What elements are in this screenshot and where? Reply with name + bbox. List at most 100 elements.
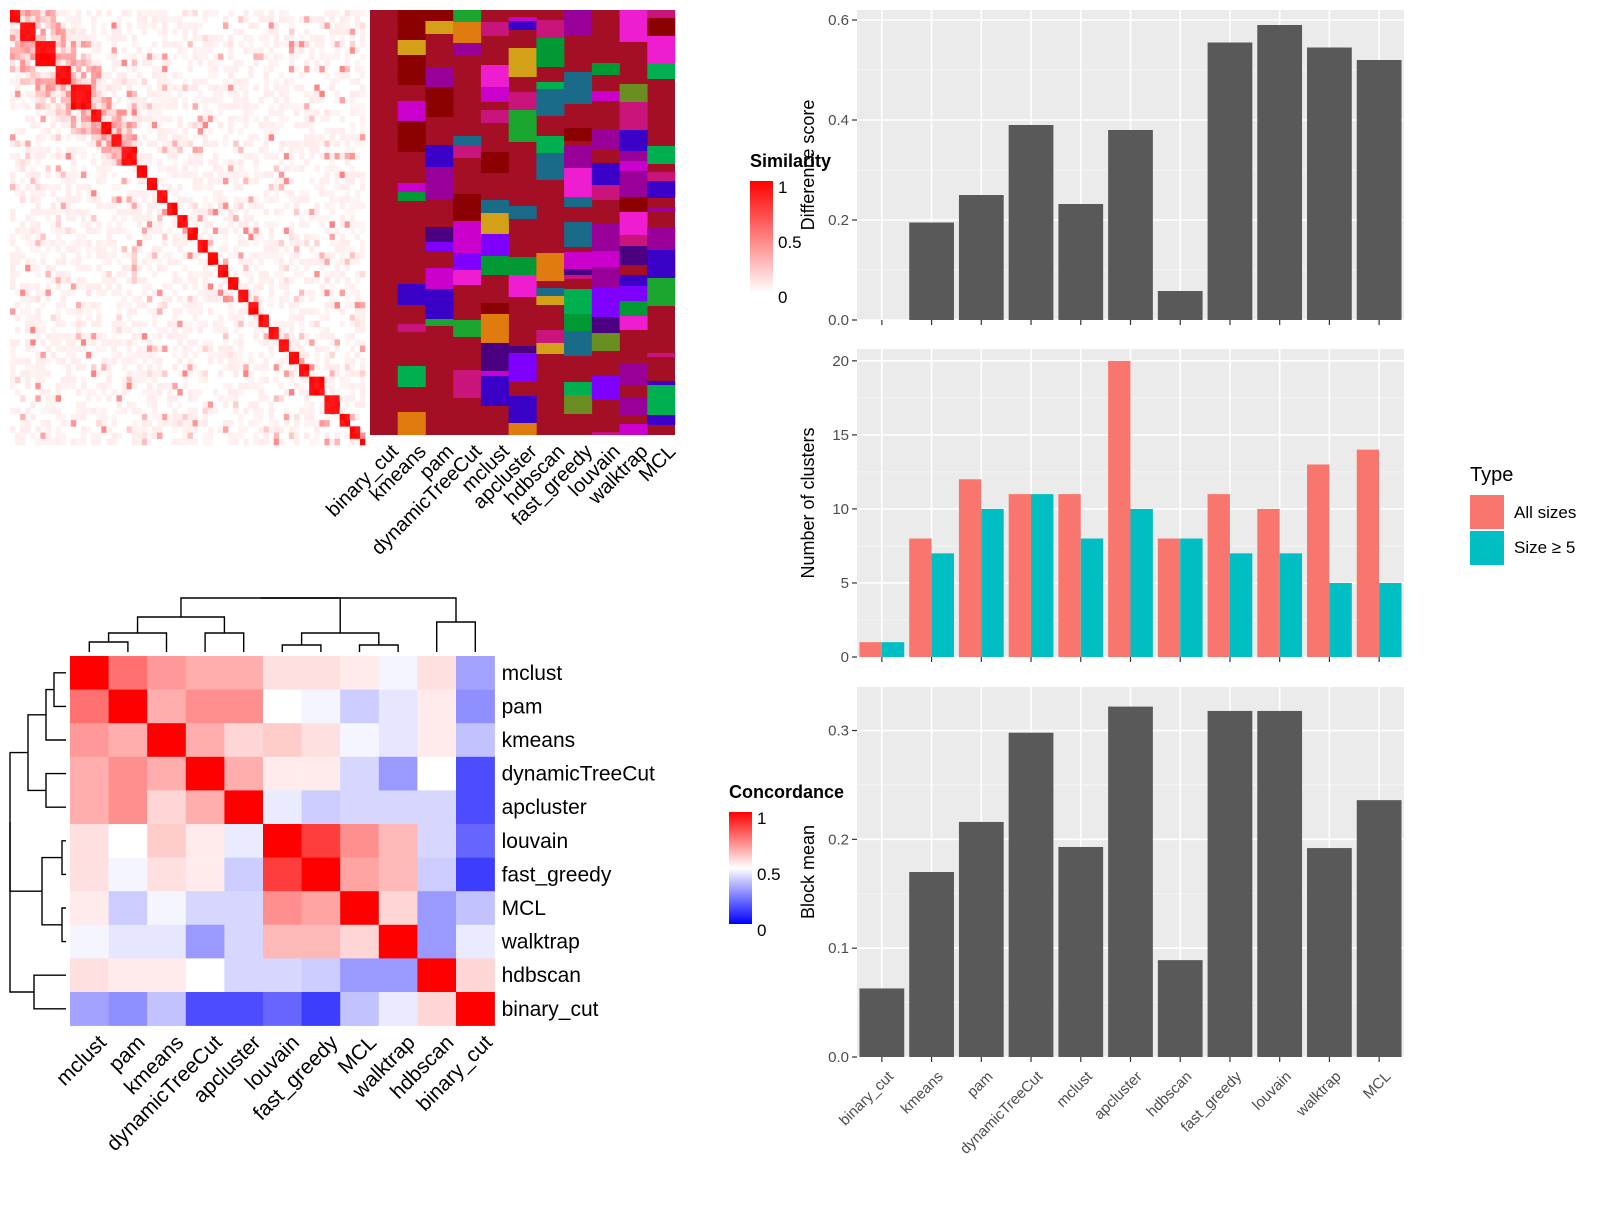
similarity-cell [146, 202, 153, 210]
similarity-legend-bar [750, 181, 773, 293]
similarity-cell [182, 376, 188, 384]
similarity-cell [278, 115, 285, 123]
similarity-cell [223, 351, 229, 359]
similarity-cell [334, 345, 340, 353]
y-tick-label: 0.2 [828, 212, 849, 229]
similarity-cell [40, 10, 46, 17]
similarity-cell [25, 10, 31, 17]
similarity-cell [339, 395, 346, 402]
concordance-cell [378, 824, 418, 858]
similarity-cell [116, 339, 122, 346]
similarity-cell [162, 59, 168, 67]
similarity-cell [20, 438, 26, 446]
partition-cell [647, 36, 676, 64]
similarity-cell [182, 53, 188, 61]
similarity-cell [55, 239, 62, 247]
similarity-cell [283, 283, 290, 290]
similarity-cell [207, 171, 214, 179]
similarity-cell [81, 146, 87, 154]
concordance-cell [456, 992, 495, 1026]
concordance-cell [263, 756, 302, 791]
similarity-cell [192, 47, 198, 54]
similarity-cell [263, 196, 269, 203]
similarity-cell [344, 184, 351, 191]
similarity-cell [258, 413, 264, 421]
similarity-cell [55, 227, 62, 235]
similarity-cell [192, 103, 198, 110]
concordance-row-label-binary_cut: binary_cut [502, 998, 599, 1021]
similarity-cell [258, 10, 264, 17]
similarity-cell [299, 389, 305, 396]
similarity-cell [10, 103, 16, 110]
similarity-cell [324, 72, 330, 79]
similarity-cell [283, 420, 290, 427]
similarity-cell [359, 221, 366, 228]
similarity-cell [228, 115, 234, 123]
similarity-cell [131, 159, 138, 166]
similarity-cell [70, 146, 77, 154]
similarity-cell [30, 345, 36, 353]
similarity-cell [141, 432, 148, 440]
partition-cell [536, 153, 565, 180]
similarity-cell [45, 72, 51, 79]
similarity-cell [339, 382, 346, 390]
similarity-cell [45, 215, 51, 222]
similarity-cell [187, 84, 193, 92]
similarity-cell [20, 426, 26, 433]
similarity-cell [30, 65, 36, 73]
similarity-cell [192, 121, 198, 129]
similarity-cell [197, 215, 204, 222]
similarity-cell [111, 152, 117, 160]
similarity-cell [167, 84, 173, 92]
similarity-cell [354, 289, 361, 297]
similarity-cell [116, 16, 122, 23]
bar-mclust [1058, 204, 1104, 320]
similarity-cell [243, 407, 249, 415]
similarity-cell [86, 289, 92, 297]
similarity-cell [268, 233, 275, 241]
similarity-cell [121, 159, 127, 166]
similarity-cell [349, 252, 356, 259]
similarity-cell [86, 184, 92, 191]
similarity-cell [35, 78, 41, 85]
similarity-cell [304, 121, 310, 129]
similarity-cell [233, 78, 239, 85]
similarity-cell [20, 177, 26, 185]
partition-heatmap [370, 10, 676, 435]
similarity-cell [15, 339, 21, 346]
similarity-cell [268, 420, 275, 427]
similarity-cell [152, 41, 158, 48]
similarity-cell [319, 22, 325, 29]
similarity-cell [96, 333, 102, 340]
similarity-cell [253, 239, 259, 247]
similarity-cell [354, 432, 361, 440]
similarity-cell [75, 84, 82, 92]
similarity-cell [217, 34, 224, 42]
similarity-cell [20, 47, 26, 54]
similarity-cell [35, 283, 41, 290]
similarity-cell [111, 227, 117, 235]
similarity-cell [25, 215, 31, 222]
similarity-cell [106, 97, 112, 104]
similarity-cell [288, 159, 295, 166]
similarity-cell [197, 389, 204, 396]
similarity-cell [228, 382, 234, 390]
partition-cell [619, 102, 648, 130]
similarity-cell [30, 258, 36, 266]
similarity-cell [359, 177, 366, 185]
similarity-cell [233, 171, 239, 179]
similarity-cell [136, 165, 143, 172]
similarity-cell [96, 140, 102, 148]
similarity-cell [304, 233, 310, 241]
similarity-cell [238, 333, 244, 340]
similarity-cell [177, 134, 183, 141]
similarity-cell [75, 128, 82, 135]
concordance-cell [185, 891, 225, 926]
similarity-cell [248, 258, 254, 266]
similarity-cell [75, 90, 82, 98]
partition-cell [591, 288, 620, 317]
similarity-cell [202, 140, 209, 148]
similarity-cell [253, 103, 259, 110]
concordance-cell [340, 992, 380, 1026]
similarity-cell [268, 295, 275, 303]
